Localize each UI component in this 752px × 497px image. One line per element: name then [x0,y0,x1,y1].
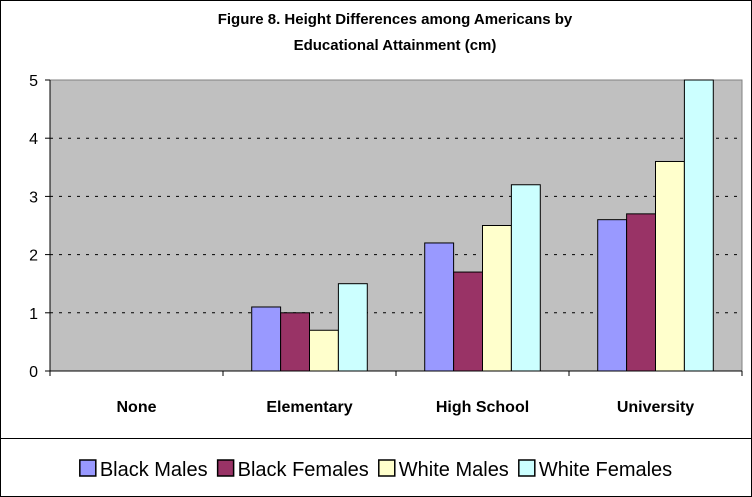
chart-title-line-2: Educational Attainment (cm) [294,37,497,54]
legend-item: Black Females [216,459,369,481]
chart-title-line-1: Figure 8. Height Differences among Ameri… [218,11,573,28]
y-tick-label: 1 [29,306,38,323]
bar-white-females-university [683,79,714,372]
y-tick-label: 2 [29,248,38,265]
legend-swatch [79,459,97,477]
legend-label: White Males [399,459,509,481]
legend-swatch [216,459,235,477]
bar-black-males-high-school [424,242,455,372]
bar-black-males-university [597,219,628,372]
legend-item: White Males [378,459,509,481]
x-category-label: None [117,399,157,416]
legend-item: White Females [518,459,672,481]
y-tick-label: 4 [29,131,38,148]
legend-label: Black Males [100,459,208,481]
y-tick-label: 5 [29,73,38,90]
bars [251,79,714,372]
bar-black-females-elementary [280,312,311,372]
bar-white-females-high-school [510,184,541,372]
x-category-label: Elementary [266,399,352,416]
bar-white-males-university [655,160,685,372]
bar-black-females-university [626,213,657,372]
y-tick-labels: 0 1 2 3 4 5 [29,73,38,381]
category-labels: None Elementary High School University [117,399,695,416]
legend: Black Males Black Females White Males White… [79,459,672,481]
x-category-label: University [617,399,694,416]
legend-swatch [378,459,396,477]
legend-label: Black Females [238,459,369,481]
bar-white-females-elementary [337,283,368,372]
bar-black-males-elementary [251,306,282,372]
y-tick-label: 3 [29,189,38,206]
bar-white-males-elementary [309,329,339,372]
legend-item: Black Males [79,459,208,481]
bar-black-females-high-school [453,271,484,372]
bar-white-males-high-school [482,225,512,372]
x-category-label: High School [436,399,529,416]
legend-label: White Females [539,459,672,481]
axes [45,79,743,376]
y-tick-label: 0 [29,364,38,381]
legend-swatch [518,459,536,477]
